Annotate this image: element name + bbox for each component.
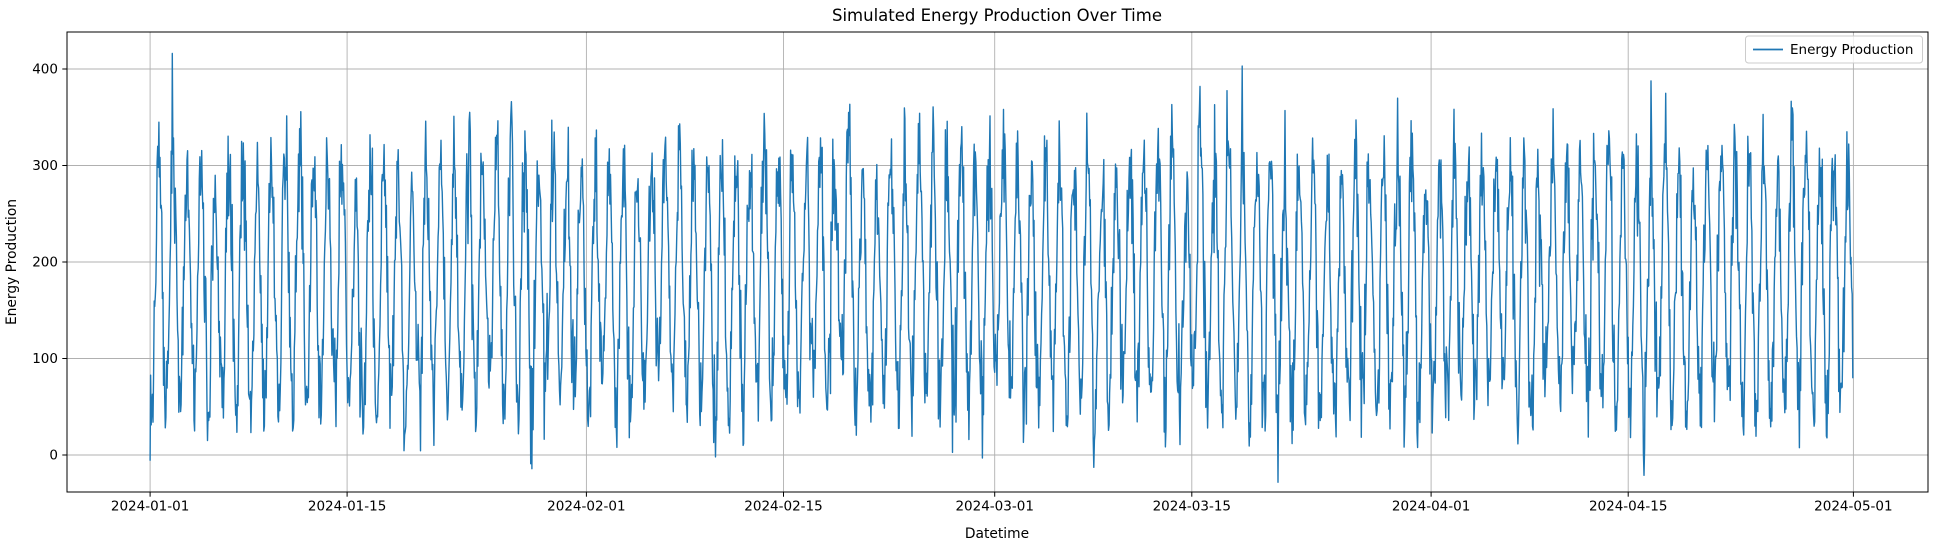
y-tick-label: 300 bbox=[32, 158, 58, 174]
legend: Energy Production bbox=[1745, 35, 1923, 64]
x-tick-label: 2024-01-15 bbox=[308, 499, 386, 515]
x-tick-label: 2024-02-01 bbox=[547, 499, 625, 515]
y-tick-label: 0 bbox=[49, 448, 58, 464]
tick-marks-and-labels: 2024-01-01 2024-01-15 2024-02-01 2024-02-15… bbox=[32, 62, 1892, 515]
y-tick-label: 100 bbox=[32, 351, 58, 367]
chart-title: Simulated Energy Production Over Time bbox=[832, 6, 1162, 25]
x-tick-label: 2024-04-15 bbox=[1589, 499, 1667, 515]
x-tick-label: 2024-03-15 bbox=[1153, 499, 1231, 515]
x-axis-label: Datetime bbox=[965, 526, 1029, 542]
legend-box bbox=[1745, 35, 1923, 64]
y-tick-label: 200 bbox=[32, 255, 58, 271]
x-tick-label: 2024-03-01 bbox=[955, 499, 1033, 515]
x-tick-label: 2024-01-01 bbox=[111, 499, 189, 515]
x-tick-label: 2024-04-01 bbox=[1392, 499, 1470, 515]
y-tick-label: 400 bbox=[32, 62, 58, 78]
y-axis-label: Energy Production bbox=[4, 199, 20, 325]
x-tick-label: 2024-05-01 bbox=[1814, 499, 1892, 515]
legend-label: Energy Production bbox=[1790, 42, 1913, 58]
energy-production-series-line bbox=[149, 52, 1854, 483]
grid-lines bbox=[67, 32, 1928, 492]
x-tick-label: 2024-02-15 bbox=[744, 499, 822, 515]
